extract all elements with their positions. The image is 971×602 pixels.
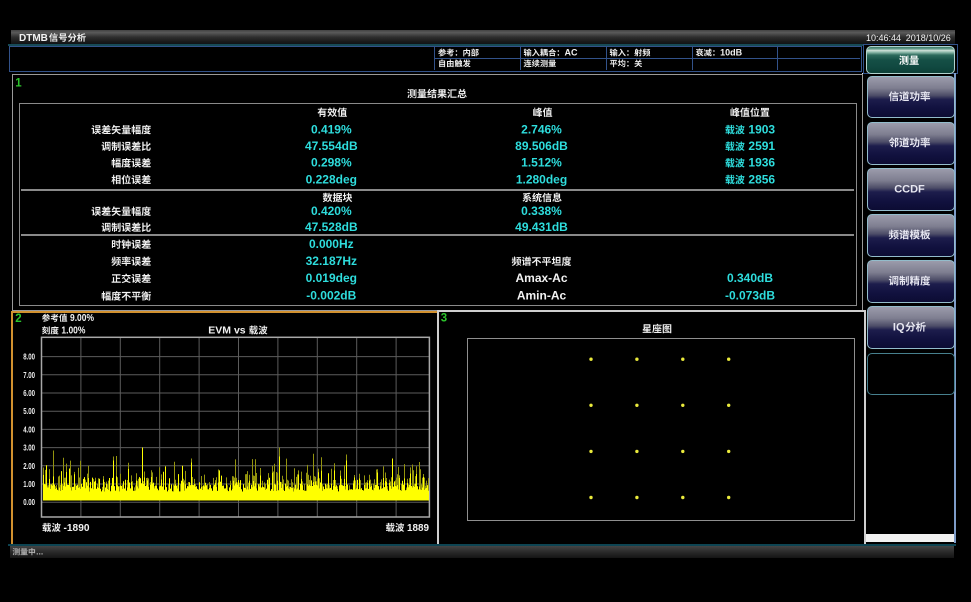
svg-text:0.338%: 0.338% [521,204,562,218]
svg-text:1: 1 [15,78,22,90]
svg-text:47.554dB: 47.554dB [305,139,358,153]
svg-text:2.00: 2.00 [23,461,35,471]
svg-text:3: 3 [441,312,447,324]
svg-text:0.00: 0.00 [23,497,35,507]
svg-text:49.431dB: 49.431dB [515,220,568,234]
svg-text:1903: 1903 [748,122,775,136]
svg-text:89.506dB: 89.506dB [515,139,568,153]
svg-text:2018/10/26: 2018/10/26 [906,33,951,43]
svg-text:6.00: 6.00 [23,388,35,398]
svg-text:EVM vs: EVM vs [208,325,246,337]
svg-text:2.746%: 2.746% [521,122,562,136]
svg-text:CCDF: CCDF [894,183,925,195]
svg-text:IQ: IQ [893,322,905,334]
svg-text:4.00: 4.00 [23,424,35,434]
svg-text:-1890: -1890 [64,522,90,534]
svg-text:DTMB: DTMB [19,33,48,44]
svg-text:47.528dB: 47.528dB [305,220,358,234]
svg-text:0.019deg: 0.019deg [306,271,357,285]
svg-text:0.340dB: 0.340dB [727,271,773,285]
svg-text:-0.002dB: -0.002dB [306,289,356,303]
svg-text:AC: AC [565,48,578,58]
svg-text:0.000Hz: 0.000Hz [309,237,354,251]
svg-text:7.00: 7.00 [23,370,35,380]
svg-text:2: 2 [15,313,21,325]
svg-text:0.228deg: 0.228deg [306,172,357,186]
svg-text:Amin-Ac: Amin-Ac [517,289,567,303]
svg-text:5.00: 5.00 [23,406,35,416]
svg-text:0.298%: 0.298% [311,156,352,170]
svg-text:8.00: 8.00 [23,352,35,362]
svg-text:3.00: 3.00 [23,443,35,453]
svg-text:...: ... [36,547,43,557]
svg-text:9.00%: 9.00% [70,312,95,324]
svg-text:0.420%: 0.420% [311,204,352,218]
svg-text:32.187Hz: 32.187Hz [306,254,357,268]
svg-text:1.512%: 1.512% [521,156,562,170]
svg-text:1936: 1936 [748,156,775,170]
svg-text:Amax-Ac: Amax-Ac [515,271,567,285]
svg-text:1889: 1889 [407,522,429,534]
svg-text:1.280deg: 1.280deg [516,172,567,186]
svg-text:10:46:44: 10:46:44 [866,33,901,43]
svg-text:2591: 2591 [748,139,775,153]
svg-text:1.00: 1.00 [23,479,35,489]
svg-text:0.419%: 0.419% [311,122,352,136]
svg-text:2856: 2856 [748,172,775,186]
svg-text:-0.073dB: -0.073dB [725,289,775,303]
svg-text:10dB: 10dB [720,48,743,58]
svg-text:1.00%: 1.00% [61,325,86,337]
